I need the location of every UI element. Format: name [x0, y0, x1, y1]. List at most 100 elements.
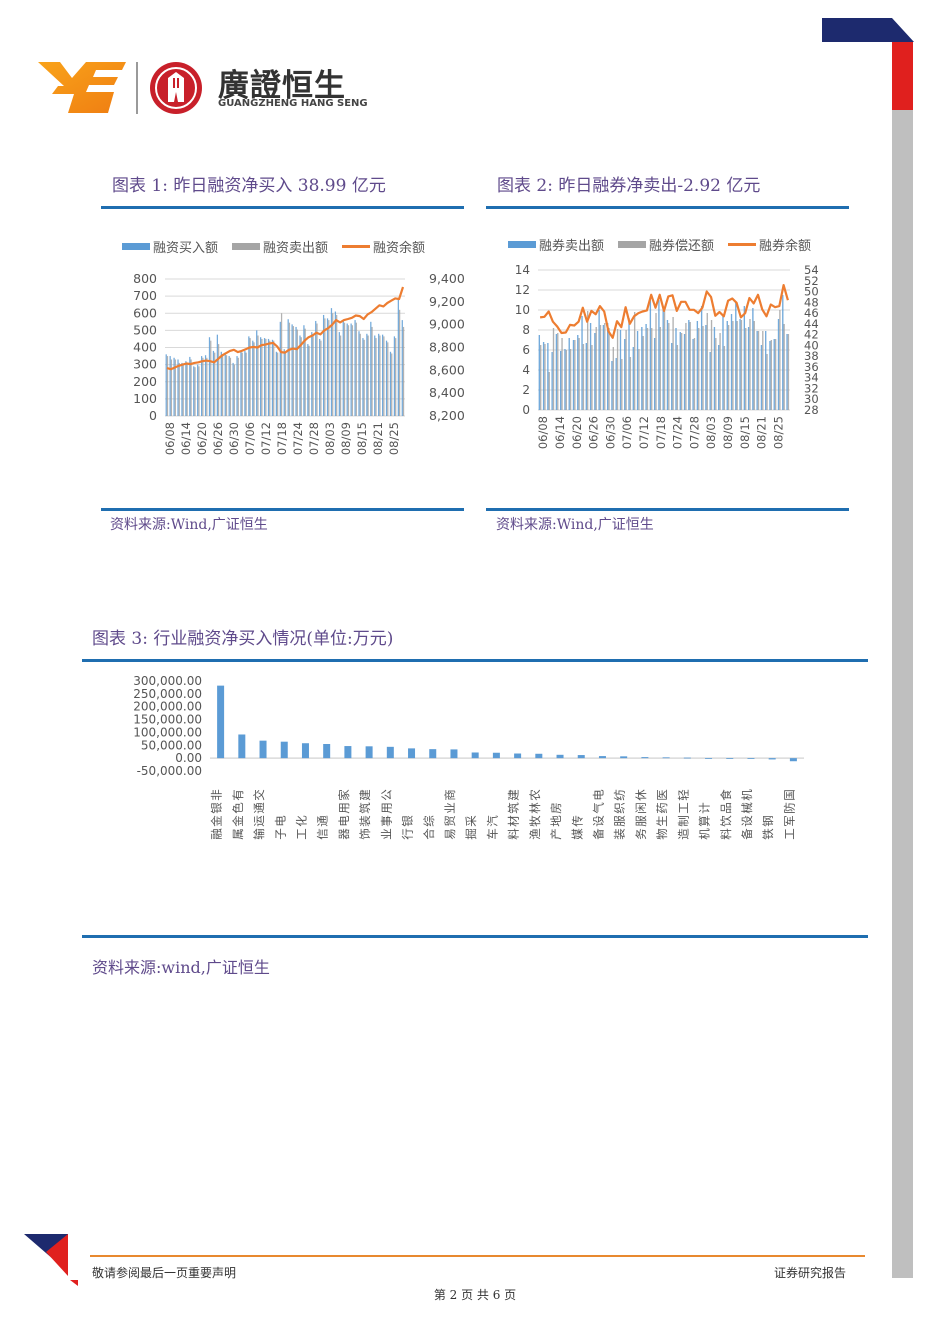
svg-text:金: 金 [210, 815, 224, 827]
svg-text:200: 200 [133, 374, 157, 389]
svg-text:08/03: 08/03 [323, 422, 337, 455]
svg-text:备: 备 [740, 828, 754, 840]
figure2-chart: 0246810121428303234363840424446485052540… [515, 263, 819, 449]
svg-text:08/15: 08/15 [738, 416, 752, 449]
svg-text:50: 50 [804, 285, 819, 299]
svg-text:8,800: 8,800 [429, 340, 465, 355]
figure1-legend: 融资买入额 融资卖出额 融资余额 [122, 237, 433, 256]
svg-text:融: 融 [210, 828, 224, 840]
figure3-chart: 300,000.00250,000.00200,000.00150,000.00… [133, 674, 804, 840]
svg-text:军: 军 [782, 815, 796, 827]
svg-text:54: 54 [804, 263, 819, 277]
svg-text:机: 机 [698, 828, 712, 840]
corner-decoration-icon [822, 18, 914, 42]
svg-text:6: 6 [522, 343, 530, 357]
svg-text:250,000.00: 250,000.00 [133, 687, 202, 701]
svg-text:52: 52 [804, 274, 819, 288]
svg-text:化: 化 [294, 815, 308, 827]
svg-text:运: 运 [252, 815, 266, 827]
svg-text:药: 药 [655, 802, 669, 814]
legend-line-orange [728, 243, 757, 246]
legend-label: 融资买入额 [153, 241, 219, 256]
svg-text:06/26: 06/26 [211, 422, 225, 455]
svg-text:32: 32 [804, 381, 819, 395]
svg-text:合: 合 [422, 828, 436, 840]
svg-text:36: 36 [804, 360, 819, 374]
legend-swatch-blue [122, 243, 150, 250]
svg-text:4: 4 [522, 363, 530, 377]
svg-text:服: 服 [613, 815, 627, 827]
svg-text:300,000.00: 300,000.00 [133, 674, 202, 688]
svg-text:筑: 筑 [358, 802, 372, 814]
svg-text:饰: 饰 [358, 828, 372, 840]
svg-text:地: 地 [549, 815, 563, 827]
svg-text:筑: 筑 [507, 802, 521, 814]
svg-text:汽: 汽 [485, 815, 499, 827]
svg-text:综: 综 [422, 815, 436, 827]
svg-text:工: 工 [782, 828, 796, 840]
svg-text:9,200: 9,200 [429, 294, 465, 309]
svg-text:用: 用 [337, 802, 351, 814]
svg-text:08/03: 08/03 [704, 416, 718, 449]
svg-text:建: 建 [358, 789, 372, 801]
svg-text:易: 易 [443, 828, 457, 840]
svg-text:07/06: 07/06 [620, 416, 634, 449]
svg-text:建: 建 [507, 789, 521, 801]
svg-text:06/08: 06/08 [163, 422, 177, 455]
svg-text:品: 品 [719, 802, 733, 814]
svg-text:8: 8 [522, 323, 530, 337]
figure1-bottom-rule [101, 508, 464, 511]
svg-text:车: 车 [485, 828, 499, 840]
svg-text:06/26: 06/26 [587, 416, 601, 449]
svg-text:医: 医 [655, 789, 669, 801]
svg-text:200,000.00: 200,000.00 [133, 700, 202, 714]
svg-text:产: 产 [549, 828, 563, 840]
svg-text:设: 设 [740, 815, 754, 827]
svg-text:07/18: 07/18 [654, 416, 668, 449]
svg-text:子: 子 [273, 828, 287, 840]
svg-text:0.00: 0.00 [175, 751, 202, 765]
svg-text:30: 30 [804, 392, 819, 406]
svg-text:媒: 媒 [570, 828, 584, 840]
svg-text:林: 林 [528, 802, 542, 814]
svg-text:2: 2 [522, 383, 530, 397]
svg-text:08/25: 08/25 [771, 416, 785, 449]
svg-text:金: 金 [231, 815, 245, 827]
svg-text:色: 色 [231, 802, 245, 814]
svg-text:42: 42 [804, 328, 819, 342]
svg-text:牧: 牧 [528, 815, 542, 827]
svg-text:电: 电 [273, 815, 287, 827]
svg-text:事: 事 [379, 815, 393, 827]
svg-text:农: 农 [528, 789, 542, 801]
figure2-title: 图表 2: 昨日融券净卖出-2.92 亿元 [497, 176, 761, 196]
svg-text:务: 务 [634, 828, 648, 840]
svg-text:08/21: 08/21 [371, 422, 385, 455]
footer-flag-icon [24, 1234, 78, 1286]
footer-report-type: 证券研究报告 [774, 1266, 847, 1280]
svg-text:造: 造 [676, 828, 690, 840]
svg-text:07/12: 07/12 [637, 416, 651, 449]
svg-text:械: 械 [740, 802, 754, 814]
svg-text:机: 机 [740, 789, 754, 801]
svg-text:40: 40 [804, 338, 819, 352]
svg-text:07/24: 07/24 [291, 422, 305, 455]
svg-text:400: 400 [133, 340, 157, 355]
svg-text:44: 44 [804, 317, 819, 331]
legend-line-orange [342, 245, 371, 248]
figure1-source: 资料来源:Wind,广证恒生 [110, 517, 268, 533]
svg-text:服: 服 [634, 815, 648, 827]
figure1-title: 图表 1: 昨日融资净买入 38.99 亿元 [112, 176, 386, 196]
svg-text:通: 通 [316, 815, 330, 827]
svg-text:渔: 渔 [528, 828, 542, 840]
svg-text:国: 国 [782, 789, 796, 801]
svg-text:物: 物 [655, 828, 669, 840]
svg-text:设: 设 [591, 815, 605, 827]
figure1-chart: 0 100 200 300 400 500 600 700 800 8,200 8,400 8,600… [133, 271, 465, 455]
svg-text:28: 28 [804, 403, 819, 417]
svg-text:贸: 贸 [443, 815, 457, 827]
svg-text:100,000.00: 100,000.00 [133, 725, 202, 739]
figure2-bottom-rule [486, 508, 849, 511]
svg-text:采: 采 [464, 815, 478, 827]
svg-text:气: 气 [591, 802, 605, 814]
brand-seal-icon [150, 62, 202, 114]
